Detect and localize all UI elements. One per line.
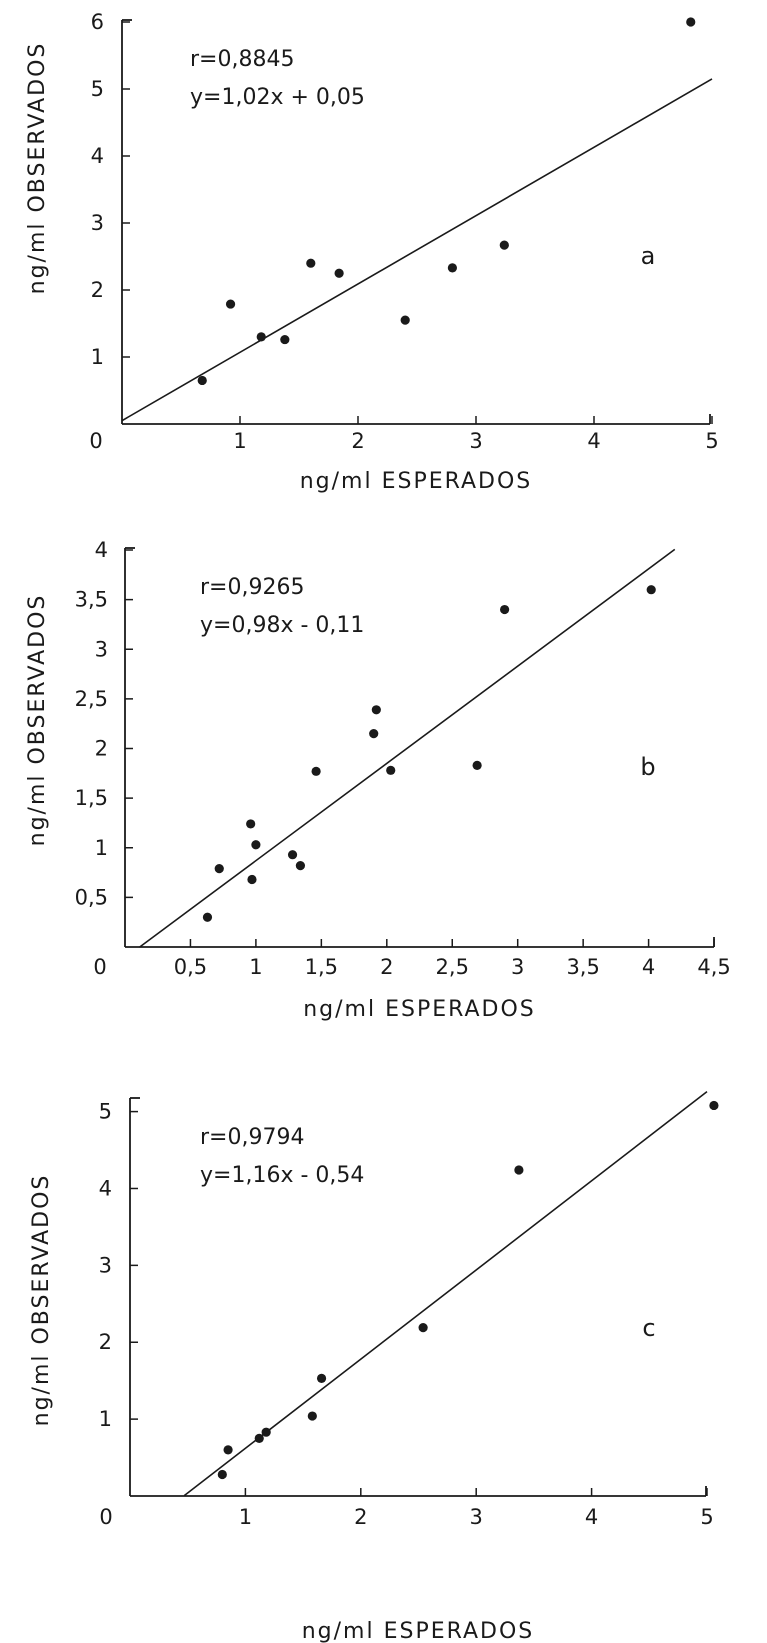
panel-c-data-point	[254, 1433, 264, 1443]
panel-b-y-tick-label: 1	[95, 836, 108, 860]
panel-a-data-point	[447, 263, 457, 273]
panel-c-data-point	[418, 1323, 428, 1333]
panel-b-x-tick-label: 0,5	[174, 955, 207, 979]
panel-b-data-point	[500, 604, 510, 615]
panel-b-x-tick-label: 4,5	[697, 955, 730, 979]
panel-c-y-tick-label: 1	[99, 1407, 112, 1431]
panel-a-y-axis-label: ng/ml OBSERVADOS	[25, 42, 50, 295]
panel-a-y-tick-label: 4	[91, 144, 104, 168]
panel-b-data-point	[311, 766, 321, 776]
panel-a-x-tick-label: 1	[233, 429, 246, 453]
panel-a-data-point	[256, 332, 266, 342]
panel-b-data-point	[295, 861, 306, 871]
panel-c-r-annotation: r=0,9794	[200, 1125, 304, 1150]
panel-b-x-tick-label: 2,5	[436, 955, 469, 979]
panel-c-x-tick-label: 1	[239, 1505, 252, 1529]
panel-a-y-tick-label: 5	[91, 77, 104, 101]
panel-a-data-point	[225, 299, 236, 309]
panel-c-data-point	[217, 1469, 227, 1480]
panel-c-y-tick-label: 5	[99, 1100, 112, 1124]
panel-c-x-tick-label: 2	[354, 1505, 367, 1529]
panel-c-equation-annotation: y=1,16x - 0,54	[200, 1163, 364, 1188]
panel-b-y-tick-label: 0,5	[75, 885, 108, 909]
panel-c-data-point	[514, 1165, 524, 1175]
panel-a-y-tick-label: 3	[91, 211, 104, 235]
panel-b-data-point	[202, 912, 213, 922]
panel-a-x-tick-label: 5	[705, 429, 718, 453]
panel-b-y-tick-label: 1,5	[75, 786, 108, 810]
panel-b-equation-annotation: y=0,98x - 0,11	[200, 613, 364, 638]
panel-c-data-point	[223, 1445, 233, 1455]
panel-a-origin-label: 0	[89, 429, 102, 453]
panel-a-y-tick-label: 1	[91, 345, 104, 369]
panel-a-data-point	[334, 268, 344, 278]
panel-b-data-point	[371, 705, 381, 715]
panel-a-data-point	[306, 258, 316, 268]
panel-b-x-tick-label: 3	[511, 955, 524, 979]
panel-b-x-tick-label: 1,5	[305, 955, 338, 979]
panel-c-x-tick-label: 3	[470, 1505, 483, 1529]
panel-b-y-tick-label: 3	[95, 637, 108, 661]
panel-c-x-tick-label: 5	[700, 1505, 713, 1529]
panel-b-x-tick-label: 1	[249, 955, 262, 979]
panel-c-data-point	[307, 1411, 317, 1421]
panel-a-x-tick-label: 2	[351, 429, 364, 453]
panel-b-y-tick-label: 2	[95, 737, 108, 761]
panel-a-y-tick-label: 6	[91, 10, 104, 34]
panel-b-panel-letter: b	[640, 753, 655, 781]
panel-b-origin-label: 0	[93, 955, 106, 979]
panel-a-equation-annotation: y=1,02x + 0,05	[190, 85, 365, 110]
panel-c-x-tick-label: 4	[585, 1505, 598, 1529]
panel-b-y-axis-label: ng/ml OBSERVADOS	[25, 594, 50, 847]
panel-a-data-point	[686, 17, 696, 27]
panel-c-panel-letter: c	[642, 1314, 655, 1342]
panel-a-y-tick-label: 2	[91, 278, 104, 302]
panel-a-x-tick-label: 3	[469, 429, 482, 453]
panel-a-r-annotation: r=0,8845	[190, 47, 294, 72]
panel-b-y-tick-label: 3,5	[75, 588, 108, 612]
panel-c-y-tick-label: 3	[99, 1253, 112, 1277]
panel-a-x-tick-label: 4	[587, 429, 600, 453]
panel-c-y-tick-label: 2	[99, 1330, 112, 1354]
panel-b-y-tick-label: 4	[95, 538, 108, 562]
panel-b-x-tick-label: 2	[380, 955, 393, 979]
panel-c-y-axis-label: ng/ml OBSERVADOS	[29, 1174, 54, 1427]
panel-b-regression-line	[138, 548, 676, 948]
panel-b-r-annotation: r=0,9265	[200, 575, 304, 600]
panel-a-data-point	[400, 315, 410, 325]
panel-b-data-point	[386, 765, 396, 775]
panel-b-data-point	[246, 819, 256, 829]
panel-b-data-point	[247, 874, 257, 885]
panel-b-data-point	[369, 729, 379, 739]
panel-a-x-axis-label: ng/ml ESPERADOS	[300, 469, 533, 494]
panel-a-data-point	[197, 375, 207, 386]
panel-b-data-point	[646, 585, 656, 595]
panel-b-x-axis-label: ng/ml ESPERADOS	[303, 997, 536, 1022]
panel-b-x-tick-label: 3,5	[566, 955, 599, 979]
panel-b-data-point	[214, 863, 224, 874]
panel-a-regression-line	[121, 78, 713, 422]
panel-b-data-point	[472, 760, 482, 770]
panel-a-data-point	[280, 334, 290, 345]
panel-c-data-point	[261, 1427, 271, 1437]
panel-c-y-tick-label: 4	[99, 1176, 112, 1200]
panel-c-data-point	[709, 1100, 719, 1111]
panel-b-data-point	[287, 850, 298, 860]
panel-a-data-point	[499, 240, 509, 250]
panel-a-panel-letter: a	[641, 242, 656, 270]
panel-b-data-point	[251, 840, 261, 850]
panel-c-regression-line	[183, 1090, 708, 1497]
panel-c-x-axis-label: ng/ml ESPERADOS	[302, 1619, 535, 1643]
panel-b-y-tick-label: 2,5	[75, 687, 108, 711]
panel-c-data-point	[316, 1373, 327, 1383]
panel-b-x-tick-label: 4	[642, 955, 655, 979]
panel-c-origin-label: 0	[99, 1505, 112, 1529]
